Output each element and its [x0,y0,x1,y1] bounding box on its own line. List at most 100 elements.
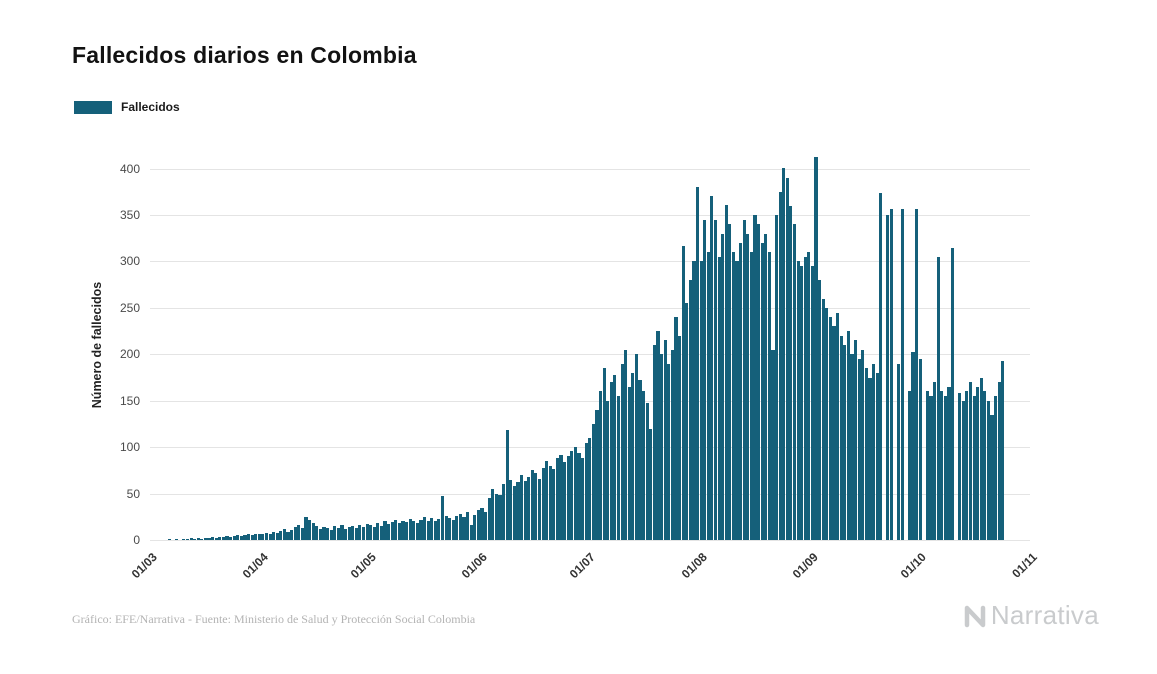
bar[interactable] [649,428,653,540]
bar[interactable] [900,208,904,540]
bar[interactable] [401,520,405,540]
bar[interactable] [250,535,254,540]
bar[interactable] [311,523,315,540]
bar[interactable] [304,516,308,540]
bar[interactable] [573,447,577,540]
bar[interactable] [861,349,865,540]
bar[interactable] [703,219,707,540]
bar[interactable] [983,391,987,540]
bar[interactable] [182,539,186,540]
bar[interactable] [326,527,330,540]
bar[interactable] [243,535,247,540]
bar[interactable] [886,215,890,540]
bar[interactable] [972,396,976,540]
bar[interactable] [577,452,581,540]
bar[interactable] [347,527,351,540]
bar[interactable] [940,391,944,540]
bar[interactable] [512,486,516,540]
bar[interactable] [426,520,430,540]
bar[interactable] [519,475,524,540]
bar[interactable] [602,368,606,540]
bar[interactable] [638,380,642,540]
bar[interactable] [760,242,764,540]
bar[interactable] [868,377,872,540]
bar[interactable] [203,538,208,540]
bar[interactable] [343,528,348,540]
bar[interactable] [857,358,861,540]
bar[interactable] [214,538,218,540]
bar[interactable] [724,204,728,540]
bar[interactable] [279,530,283,540]
bar[interactable] [430,517,434,540]
bar[interactable] [422,516,427,540]
bar[interactable] [394,519,398,540]
bar[interactable] [537,478,542,540]
bar[interactable] [584,442,588,540]
bar[interactable] [933,382,937,540]
bar[interactable] [990,414,994,540]
bar[interactable] [505,430,509,540]
bar[interactable] [864,368,868,540]
bar[interactable] [728,224,732,540]
bar[interactable] [746,233,750,540]
bar[interactable] [523,480,527,540]
bar[interactable] [839,335,843,540]
bar[interactable] [925,391,929,540]
bar[interactable] [211,537,215,540]
bar[interactable] [559,454,563,540]
bar[interactable] [879,192,883,540]
bar[interactable] [710,196,714,540]
bar[interactable] [275,532,279,540]
bar[interactable] [566,456,570,540]
bar[interactable] [387,524,391,540]
bar[interactable] [929,396,933,540]
bar[interactable] [189,538,193,540]
bar[interactable] [358,525,362,540]
bar[interactable] [749,252,753,540]
bar[interactable] [803,256,807,540]
bar[interactable] [221,537,225,540]
bar[interactable] [268,533,272,540]
bar[interactable] [487,498,491,540]
bar[interactable] [810,266,815,540]
bar[interactable] [764,233,768,540]
bar[interactable] [731,252,736,540]
bar[interactable] [778,191,782,540]
bar[interactable] [502,484,506,540]
bar[interactable] [383,521,387,540]
bar[interactable] [476,510,480,540]
bar[interactable] [947,386,951,540]
bar[interactable] [193,539,197,540]
bar[interactable] [656,331,660,540]
bar[interactable] [455,515,459,540]
bar[interactable] [236,535,240,540]
bar[interactable] [721,233,725,540]
bar[interactable] [753,215,757,540]
bar[interactable] [997,382,1001,540]
bar[interactable] [652,345,656,540]
bar[interactable] [437,518,441,540]
bar[interactable] [466,512,470,540]
bar[interactable] [660,354,664,540]
bar[interactable] [670,349,674,540]
bar[interactable] [757,224,761,540]
bar[interactable] [451,519,455,540]
bar[interactable] [846,331,850,540]
bar[interactable] [254,533,258,540]
bar[interactable] [351,526,355,540]
bar[interactable] [616,396,621,540]
bar[interactable] [800,266,804,540]
bar[interactable] [185,539,190,540]
bar[interactable] [232,536,236,540]
bar[interactable] [624,349,628,540]
bar[interactable] [961,400,965,540]
bar[interactable] [774,215,779,540]
bar[interactable] [340,525,344,540]
bar[interactable] [509,479,513,540]
bar[interactable] [361,527,366,540]
bar[interactable] [645,402,649,540]
bar[interactable] [555,458,560,540]
bar[interactable] [713,219,718,540]
bar[interactable] [433,521,437,540]
bar[interactable] [695,187,700,540]
